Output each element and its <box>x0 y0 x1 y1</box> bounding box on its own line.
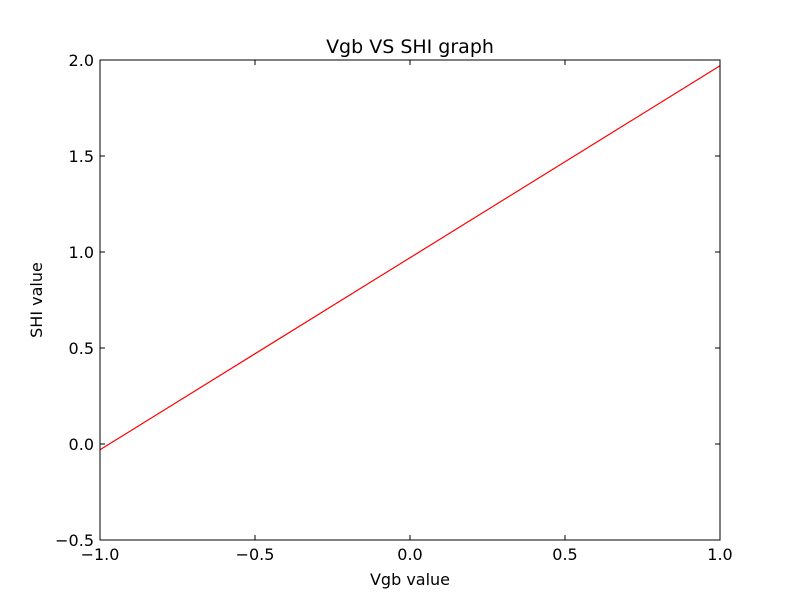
y-tick-label: 1.5 <box>69 147 94 166</box>
y-tick-label: 1.0 <box>69 243 94 262</box>
y-tick-label: 0.5 <box>69 339 94 358</box>
y-tick-label: −0.5 <box>55 531 94 550</box>
x-tick-label: 0.5 <box>552 545 577 564</box>
x-tick-label: 1.0 <box>707 545 732 564</box>
series-line-0 <box>99 65 721 451</box>
x-tick-label: −0.5 <box>236 545 275 564</box>
x-tick-label: −1.0 <box>81 545 120 564</box>
series-layer <box>99 65 721 451</box>
chart-title: Vgb VS SHI graph <box>326 36 494 58</box>
plot-area <box>99 59 721 541</box>
y-tick-label: 0.0 <box>69 435 94 454</box>
y-tick-label: 2.0 <box>69 51 94 70</box>
x-axis-label: Vgb value <box>370 570 450 589</box>
x-tick-label: 0.0 <box>397 545 422 564</box>
y-axis-label: SHI value <box>27 262 46 338</box>
axes-frame <box>99 59 721 541</box>
y-axis: −0.5 0.0 0.5 1.0 1.5 2.0 <box>55 51 720 550</box>
x-axis: −1.0 −0.5 0.0 0.5 1.0 <box>81 60 733 564</box>
